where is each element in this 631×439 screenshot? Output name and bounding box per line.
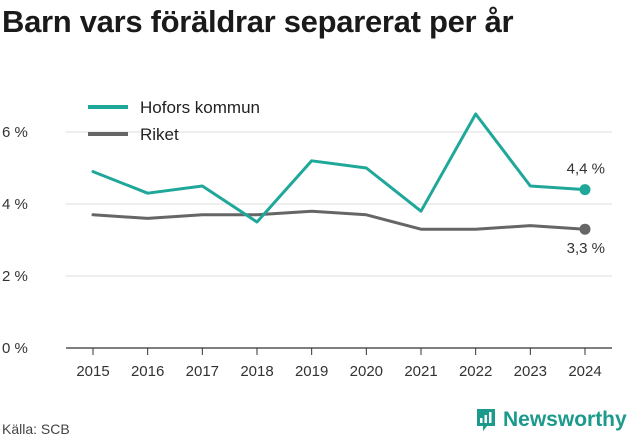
series-layer: 4,4 % 3,3 % [91,112,605,257]
x-tick-label: 2021 [404,363,437,380]
legend-label-riket: Riket [140,125,179,144]
brand-logo: Newsworthy [475,407,627,433]
newsworthy-chart-icon [477,409,495,431]
y-tick-label: 2 % [2,268,28,285]
x-tick-label: 2022 [459,363,492,380]
y-tick-label: 4 % [2,196,28,213]
grid-layer [66,131,612,349]
series-line-hofors [91,112,587,224]
x-tick-label: 2020 [350,363,383,380]
legend: Hofors kommun Riket [88,98,260,144]
y-tick-label: 0 % [2,340,28,357]
x-tick-label: 2017 [186,363,219,380]
brand-name: Newsworthy [503,408,627,431]
x-tick-label: 2016 [131,363,164,380]
series-line-riket [91,209,587,231]
end-point-hofors [579,184,591,196]
x-tick-label: 2024 [568,363,601,380]
x-tick-label: 2018 [240,363,273,380]
source-note: Källa: SCB [2,421,70,437]
end-label-riket: 3,3 % [567,240,605,257]
end-point-riket [579,223,591,235]
chart-title: Barn vars föräldrar separerat per år [2,4,514,39]
legend-label-hofors: Hofors kommun [140,98,260,117]
x-tick-label: 2015 [76,363,109,380]
x-tick-label: 2023 [514,363,547,380]
y-tick-label: 6 % [2,124,28,141]
end-label-hofors: 4,4 % [567,161,605,178]
axis-layer: 0 % 2 % 4 % 6 % 2015 2016 2017 2018 2019 2020 2021… [2,124,602,380]
x-tick-label: 2019 [295,363,328,380]
